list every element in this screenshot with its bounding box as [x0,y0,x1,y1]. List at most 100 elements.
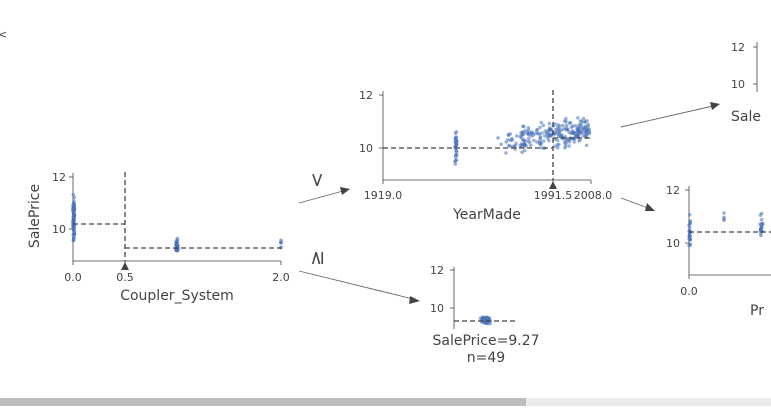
root-point [71,203,75,207]
bottom-right-point [687,237,692,242]
root-x-tick-label: 0.5 [116,271,134,284]
root-point [72,195,77,200]
yearmade-point [528,143,533,148]
yearmade-point [518,143,522,148]
yearmade-point [504,140,509,144]
yearmade-point [453,162,458,166]
yearmade-point [576,134,581,138]
yearmade-point [564,123,569,128]
root-point [71,208,75,213]
yearmade-point [565,139,569,143]
leaf-prediction-label: SalePrice=9.27 [432,333,539,349]
yearmade-point [555,138,560,143]
root-point [175,238,180,242]
bottom-right-x-axis-label: Pr [750,303,764,319]
leaf-y-tick-label: 12 [430,264,444,277]
bottom-right-point [722,216,726,221]
bottom-right-point [761,222,765,226]
yearmade-point [555,146,560,150]
bottom-right-y-tick-label: 10 [666,237,680,250]
decision-tree-visualization: < 12 10 SalePrice 0.0 0.5 2.0 Coupler_Sy… [0,28,771,366]
root-y-tick-label: 10 [52,223,66,236]
yearmade-point [547,121,552,126]
yearmade-point [579,122,584,127]
yearmade-point [528,140,532,144]
yearmade-point [453,136,458,141]
edge-arrowhead [409,296,420,304]
yearmade-point [540,131,544,135]
bottom-right-point [722,211,726,215]
yearmade-point [499,142,504,147]
root-point [175,249,179,253]
leaf-sample-count: n=49 [467,350,505,366]
yearmade-point [538,135,543,139]
yearmade-point [522,124,526,129]
bottom-right-point [687,243,691,248]
root-point [279,238,283,242]
yearmade-point [581,130,586,135]
top-right-axis-label: Sale [731,109,761,125]
top-right-y-tick-label: 10 [731,78,745,91]
yearmade-point [565,128,570,132]
root-x-tick-label: 2.0 [272,271,290,284]
yearmade-point [522,148,527,153]
yearmade-point [538,125,542,130]
edge-arrowhead [645,203,655,211]
root-point [279,240,283,245]
yearmade-point [538,138,542,143]
edge-root-to-leaf [298,270,414,300]
yearmade-point [541,123,546,128]
bottom-right-point [687,223,691,228]
yearmade-x-tick-label: 1991.5 [534,189,573,202]
yearmade-point [453,139,458,144]
yearmade-point [527,136,531,141]
leaf-y-tick-label: 10 [430,302,444,315]
yearmade-point [543,134,547,138]
scrollbar-thumb[interactable] [0,398,526,406]
yearmade-point [507,143,511,148]
yearmade-point [583,120,588,124]
root-point [71,237,76,241]
root-x-axis-label: Coupler_System [120,288,234,304]
root-point [71,224,76,229]
horizontal-scrollbar[interactable] [0,398,771,406]
yearmade-point [504,151,508,155]
yearmade-point [514,141,518,146]
yearmade-point [514,134,519,138]
yearmade-point [549,134,553,138]
yearmade-point [506,133,511,138]
yearmade-point [579,119,584,124]
root-point [72,199,76,203]
yearmade-point [527,132,532,136]
yearmade-point [553,144,557,149]
yearmade-point [567,121,572,125]
leaf-point [481,318,486,323]
yearmade-point [586,124,591,129]
yearmade-point [571,124,575,128]
top-right-node-plot: 12 10 Sale [731,41,761,125]
yearmade-point [518,135,522,139]
yearmade-split-wedge [549,181,557,189]
bottom-right-point [687,234,692,238]
yearmade-point [453,159,458,163]
edge-label-less-than: < [306,172,328,188]
yearmade-point [585,133,589,137]
root-point [71,192,76,197]
yearmade-point [526,126,531,130]
yearmade-point [539,120,543,125]
yearmade-point [521,142,525,147]
edge-yearmade-to-bottom-right [620,197,649,209]
yearmade-point [581,116,586,121]
yearmade-point [567,144,571,148]
bottom-blank-area [0,406,771,417]
yearmade-point [496,136,500,140]
yearmade-point [541,139,546,143]
leaf-node-plot: 12 10 SalePrice=9.27 n=49 [430,264,540,366]
bottom-right-y-tick-label: 12 [666,184,680,197]
root-point [72,218,76,223]
yearmade-scatter-points [453,116,592,166]
edge-root-to-yearmade [298,190,344,204]
yearmade-point [520,150,524,154]
yearmade-point [536,131,540,136]
yearmade-point [545,133,550,137]
